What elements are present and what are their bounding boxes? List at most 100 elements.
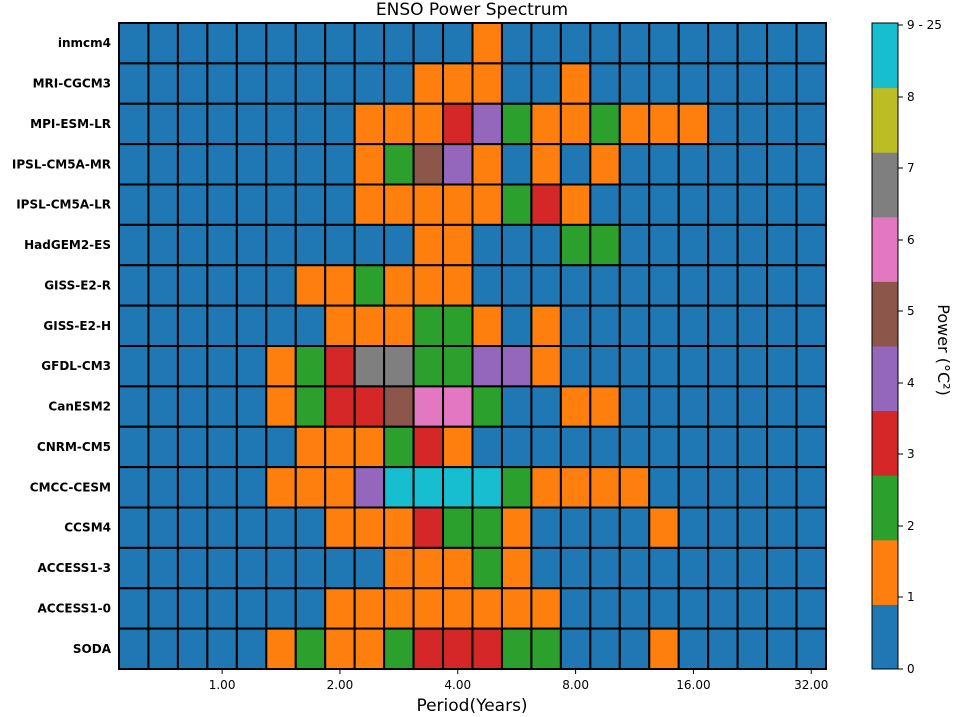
heatmap-cell [294, 627, 327, 671]
heatmap-cell [235, 183, 268, 226]
heatmap-cell [707, 425, 739, 469]
heatmap-cell [176, 183, 209, 226]
row-label: GFDL-CM3 [41, 359, 111, 373]
heatmap-cell [677, 22, 710, 65]
heatmap-cell [500, 466, 533, 509]
heatmap-cell [147, 183, 179, 226]
colorbar-swatch [872, 23, 898, 89]
heatmap-cell [559, 546, 592, 590]
heatmap-cell [795, 264, 827, 307]
heatmap-cell [265, 425, 297, 469]
heatmap-cell [589, 546, 621, 590]
colorbar-ticks: 0 1 2 3 4 5 6 7 8 9 - 25 [898, 18, 942, 676]
heatmap-cell [324, 425, 356, 469]
heatmap-cell [412, 546, 445, 590]
heatmap-cell [618, 62, 651, 105]
heatmap-cell [442, 466, 474, 509]
heatmap-cell [118, 466, 150, 509]
heatmap-cell [677, 345, 710, 388]
heatmap-cell [235, 425, 268, 469]
heatmap-cell [383, 183, 415, 226]
colorbar-tick-label: 4 [907, 376, 915, 390]
heatmap-cell [118, 62, 150, 105]
colorbar-tick-label: 6 [907, 233, 915, 247]
heatmap-cell [766, 345, 798, 388]
heatmap-cell [442, 627, 474, 671]
heatmap-cell [677, 425, 710, 469]
heatmap-cell [500, 264, 533, 307]
heatmap-cell [766, 22, 798, 65]
heatmap-cell [766, 546, 798, 590]
heatmap-cell [206, 304, 238, 348]
row-label: MRI-CGCM3 [33, 77, 111, 91]
heatmap-cell [500, 223, 533, 267]
heatmap-cell [471, 62, 503, 105]
heatmap-cell [383, 22, 415, 65]
heatmap-cell [530, 264, 562, 307]
x-tick-label: 4.00 [444, 678, 471, 692]
heatmap-cell [530, 587, 562, 630]
heatmap-cell [471, 183, 503, 226]
heatmap-cell [294, 425, 327, 469]
colorbar-swatch [872, 216, 898, 282]
heatmap-cell [471, 546, 503, 590]
heatmap-cell [648, 102, 680, 146]
heatmap-cell [559, 345, 592, 388]
heatmap-cell [353, 466, 386, 509]
heatmap-cell [412, 385, 445, 428]
heatmap-cell [530, 143, 562, 186]
heatmap-cell [206, 102, 238, 146]
heatmap-cell [795, 587, 827, 630]
heatmap-cell [265, 506, 297, 549]
heatmap-cell [324, 345, 356, 388]
heatmap-cell [736, 587, 769, 630]
heatmap-cell [383, 587, 415, 630]
heatmap-cell [206, 223, 238, 267]
row-labels: inmcm4 MRI-CGCM3 MPI-ESM-LR IPSL-CM5A-MR IPS… [12, 36, 112, 656]
heatmap-cell [648, 506, 680, 549]
row-label: HadGEM2-ES [24, 238, 111, 252]
heatmap-cell [324, 183, 356, 226]
colorbar-tick-label: 1 [907, 590, 915, 604]
heatmap-cell [412, 143, 445, 186]
heatmap-cell [559, 627, 592, 671]
heatmap-cell [147, 587, 179, 630]
heatmap-cell [206, 466, 238, 509]
heatmap-cell [294, 183, 327, 226]
heatmap-cell [795, 506, 827, 549]
heatmap-cell [795, 546, 827, 590]
heatmap-cell [471, 102, 503, 146]
heatmap-cell [677, 223, 710, 267]
heatmap-cell [736, 22, 769, 65]
heatmap-cell [118, 102, 150, 146]
heatmap-cell [500, 102, 533, 146]
heatmap-cell [235, 345, 268, 388]
heatmap-cell [471, 143, 503, 186]
heatmap-cell [353, 627, 386, 671]
heatmap-cell [147, 264, 179, 307]
heatmap-cell [766, 587, 798, 630]
heatmap-cell [500, 22, 533, 65]
heatmap-cell [677, 627, 710, 671]
heatmap-cell [147, 385, 179, 428]
heatmap-cell [235, 506, 268, 549]
heatmap-cell [618, 143, 651, 186]
heatmap-cell [442, 183, 474, 226]
heatmap-cell [265, 587, 297, 630]
heatmap-cell [589, 143, 621, 186]
heatmap-cell [118, 183, 150, 226]
heatmap-cell [648, 62, 680, 105]
colorbar-swatch [872, 152, 898, 218]
heatmap-cell [471, 223, 503, 267]
heatmap-cell [736, 425, 769, 469]
heatmap-cell [766, 223, 798, 267]
heatmap-cell [265, 102, 297, 146]
heatmap-cell [324, 546, 356, 590]
row-label: IPSL-CM5A-LR [16, 198, 111, 212]
heatmap-cell [118, 304, 150, 348]
row-label: CCSM4 [64, 521, 111, 535]
heatmap-cell [294, 264, 327, 307]
heatmap-cell [707, 546, 739, 590]
heatmap-cell [353, 22, 386, 65]
heatmap-cell [530, 22, 562, 65]
